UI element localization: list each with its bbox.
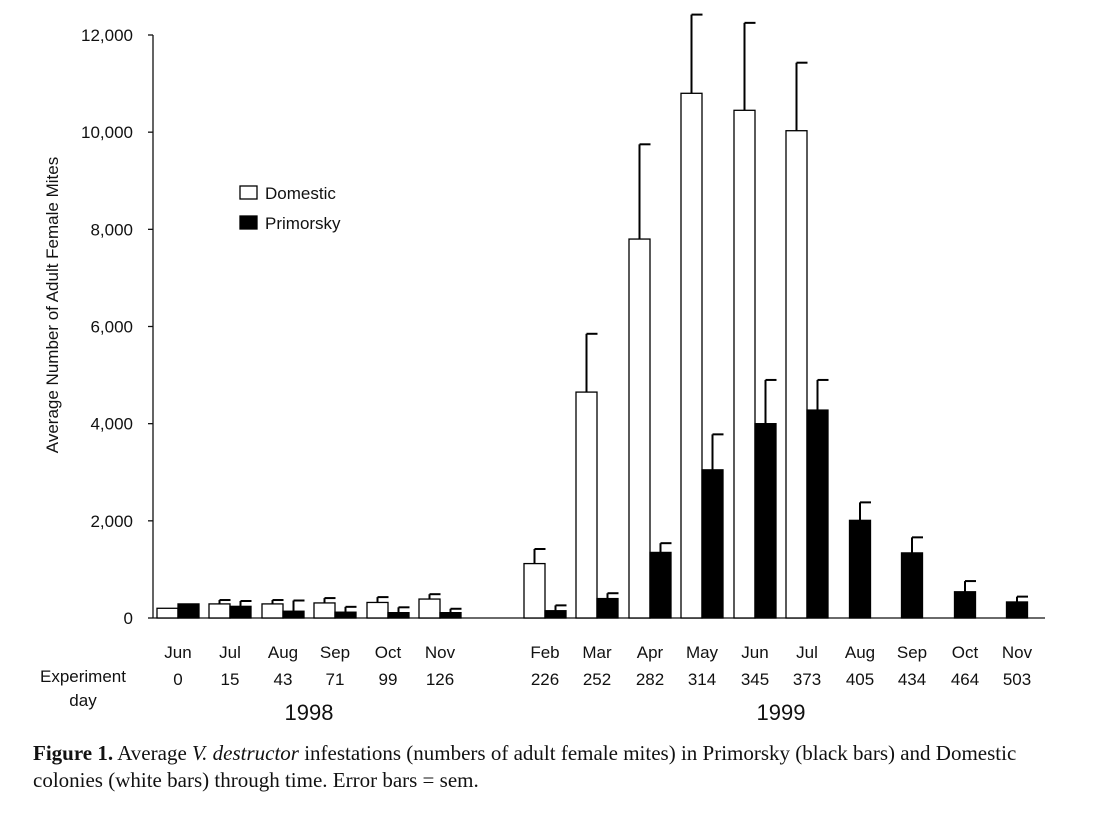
legend-label-primorsky: Primorsky — [265, 214, 341, 233]
bars — [156, 13, 1029, 619]
primorsky-bar — [754, 423, 777, 619]
x-tick-label-day: 99 — [379, 670, 398, 689]
primorsky-bar — [229, 605, 252, 619]
primorsky-bar — [177, 603, 200, 619]
x-tick-label-month: Aug — [268, 643, 298, 662]
y-tick-label: 4,000 — [90, 415, 133, 434]
x-tick-label-day: 15 — [221, 670, 240, 689]
x-tick-label-day: 0 — [173, 670, 182, 689]
primorsky-bar — [848, 519, 872, 619]
primorsky-bar — [387, 612, 410, 619]
primorsky-bar — [282, 610, 305, 619]
primorsky-bar — [953, 591, 977, 619]
caption-text-after: infestations (numbers of adult female mi… — [33, 741, 1017, 792]
caption-label: Figure 1. — [33, 741, 114, 765]
domestic-bar — [785, 130, 808, 619]
y-tick-label: 10,000 — [81, 123, 133, 142]
y-tick-label: 2,000 — [90, 512, 133, 531]
primorsky-bar — [596, 597, 619, 619]
caption-text-before: Average — [113, 741, 193, 765]
primorsky-bar — [544, 610, 567, 619]
x-tick-label-day: 503 — [1003, 670, 1031, 689]
y-axis: 0 2,000 4,000 6,000 8,000 10,000 12,000 — [81, 26, 1045, 628]
domestic-bar — [313, 602, 336, 619]
x-tick-label-day: 43 — [274, 670, 293, 689]
x-tick-label-month: Mar — [582, 643, 612, 662]
legend-swatch-domestic — [239, 185, 258, 200]
x-tick-label-month: Nov — [425, 643, 456, 662]
domestic-bar — [208, 603, 231, 619]
x-axis-labels: Jun 0 Jul 15 Aug 43 Sep 71 Oct 99 Nov 126 Feb 226 Mar 2… — [164, 643, 1032, 725]
caption-species: V. destructor — [192, 741, 299, 765]
x-tick-label-month: Jun — [741, 643, 768, 662]
domestic-bar — [261, 603, 284, 619]
x-tick-label-day: 226 — [531, 670, 559, 689]
domestic-bar — [628, 238, 651, 619]
primorsky-bar — [1005, 601, 1029, 619]
x-tick-label-day: 314 — [688, 670, 716, 689]
y-tick-label: 8,000 — [90, 220, 133, 239]
domestic-bar — [680, 92, 703, 619]
legend: Domestic Primorsky — [239, 184, 341, 233]
year-label: 1999 — [757, 700, 806, 725]
x-tick-label-day: 434 — [898, 670, 926, 689]
x-tick-label-day: 252 — [583, 670, 611, 689]
legend-swatch-primorsky — [239, 215, 258, 230]
experiment-day-label-line1: Experiment — [40, 667, 126, 686]
x-tick-label-day: 373 — [793, 670, 821, 689]
y-tick-label: 6,000 — [90, 318, 133, 337]
y-tick-label: 0 — [124, 609, 133, 628]
x-tick-label-month: Aug — [845, 643, 875, 662]
primorsky-bar — [334, 611, 357, 619]
x-tick-label-day: 345 — [741, 670, 769, 689]
x-tick-label-day: 126 — [426, 670, 454, 689]
domestic-bar — [575, 391, 598, 619]
domestic-bar — [523, 562, 546, 619]
domestic-bar — [366, 601, 389, 619]
x-tick-label-day: 282 — [636, 670, 664, 689]
primorsky-bar — [900, 552, 924, 619]
y-axis-label: Average Number of Adult Female Mites — [43, 157, 62, 453]
legend-label-domestic: Domestic — [265, 184, 336, 203]
x-tick-label-day: 71 — [326, 670, 345, 689]
x-tick-label-month: Oct — [952, 643, 979, 662]
x-tick-label-month: May — [686, 643, 719, 662]
domestic-bar — [418, 598, 441, 619]
year-label: 1998 — [285, 700, 334, 725]
primorsky-bar — [701, 469, 724, 619]
x-tick-label-month: Jun — [164, 643, 191, 662]
x-tick-label-day: 405 — [846, 670, 874, 689]
y-tick-label: 12,000 — [81, 26, 133, 45]
x-tick-label-month: Feb — [530, 643, 559, 662]
x-tick-label-month: Jul — [219, 643, 241, 662]
x-tick-label-month: Sep — [320, 643, 350, 662]
x-tick-label-month: Jul — [796, 643, 818, 662]
primorsky-bar — [649, 551, 672, 619]
x-tick-label-month: Nov — [1002, 643, 1033, 662]
figure-caption: Figure 1. Average V. destructor infestat… — [33, 740, 1073, 794]
x-tick-label-month: Sep — [897, 643, 927, 662]
x-tick-label-month: Apr — [637, 643, 664, 662]
primorsky-bar — [439, 612, 462, 619]
domestic-bar — [733, 109, 756, 619]
experiment-day-label-line2: day — [69, 691, 97, 710]
primorsky-bar — [806, 409, 829, 619]
x-tick-label-day: 464 — [951, 670, 979, 689]
domestic-bar — [156, 607, 179, 619]
x-tick-label-month: Oct — [375, 643, 402, 662]
